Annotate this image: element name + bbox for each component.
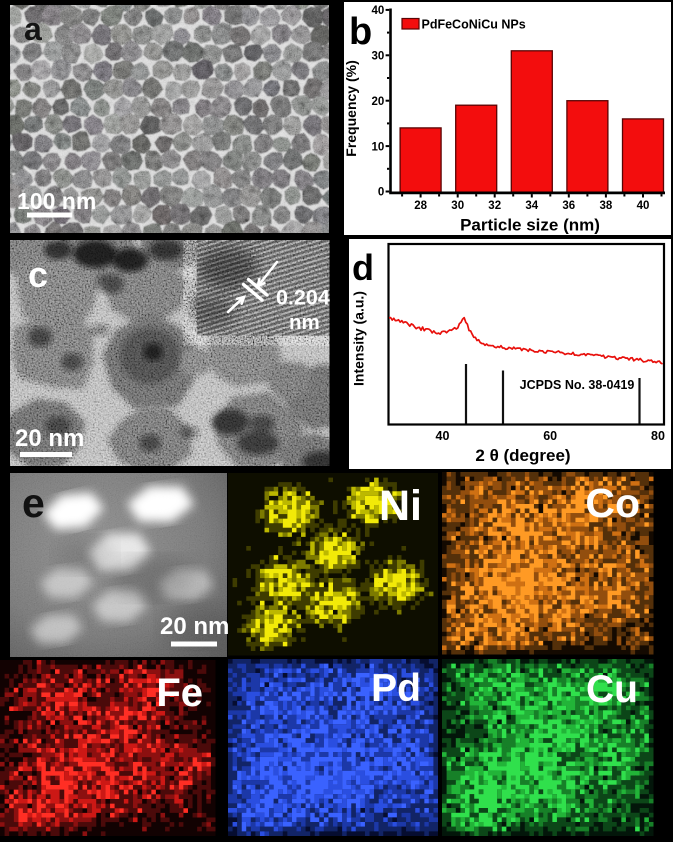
svg-text:Co: Co (585, 480, 640, 526)
svg-text:Frequency (%): Frequency (%) (343, 60, 359, 156)
svg-text:Pd: Pd (371, 667, 421, 710)
svg-text:Ni: Ni (379, 482, 422, 530)
svg-text:c: c (28, 254, 48, 295)
svg-text:JCPDS No. 38-0419: JCPDS No. 38-0419 (520, 378, 635, 392)
svg-text:Particle size (nm): Particle size (nm) (460, 216, 600, 235)
svg-text:Intensity (a.u.): Intensity (a.u.) (351, 291, 367, 386)
svg-text:e: e (22, 480, 45, 526)
svg-text:0.204: 0.204 (276, 286, 330, 310)
svg-text:b: b (349, 11, 372, 53)
svg-text:40: 40 (372, 5, 385, 17)
svg-text:40: 40 (637, 200, 650, 212)
svg-text:20 nm: 20 nm (15, 425, 84, 452)
svg-text:20: 20 (372, 96, 385, 108)
svg-text:a: a (24, 11, 42, 47)
svg-text:Cu: Cu (586, 668, 638, 711)
svg-text:40: 40 (436, 429, 450, 443)
svg-text:30: 30 (451, 200, 464, 212)
svg-text:36: 36 (562, 200, 575, 212)
svg-text:30: 30 (372, 51, 385, 63)
svg-text:Fe: Fe (156, 671, 203, 715)
svg-text:nm: nm (289, 311, 320, 334)
svg-text:20 nm: 20 nm (160, 613, 229, 640)
svg-text:0: 0 (378, 187, 384, 199)
svg-text:38: 38 (600, 200, 613, 212)
svg-text:32: 32 (488, 200, 501, 212)
svg-text:10: 10 (372, 141, 385, 153)
svg-text:60: 60 (543, 429, 557, 443)
svg-text:28: 28 (414, 200, 427, 212)
svg-text:80: 80 (651, 429, 665, 443)
svg-text:2 θ (degree): 2 θ (degree) (475, 446, 570, 465)
svg-text:PdFeCoNiCu NPs: PdFeCoNiCu NPs (422, 18, 526, 32)
svg-text:100 nm: 100 nm (17, 188, 96, 214)
svg-text:d: d (352, 247, 374, 288)
svg-text:34: 34 (525, 200, 538, 212)
